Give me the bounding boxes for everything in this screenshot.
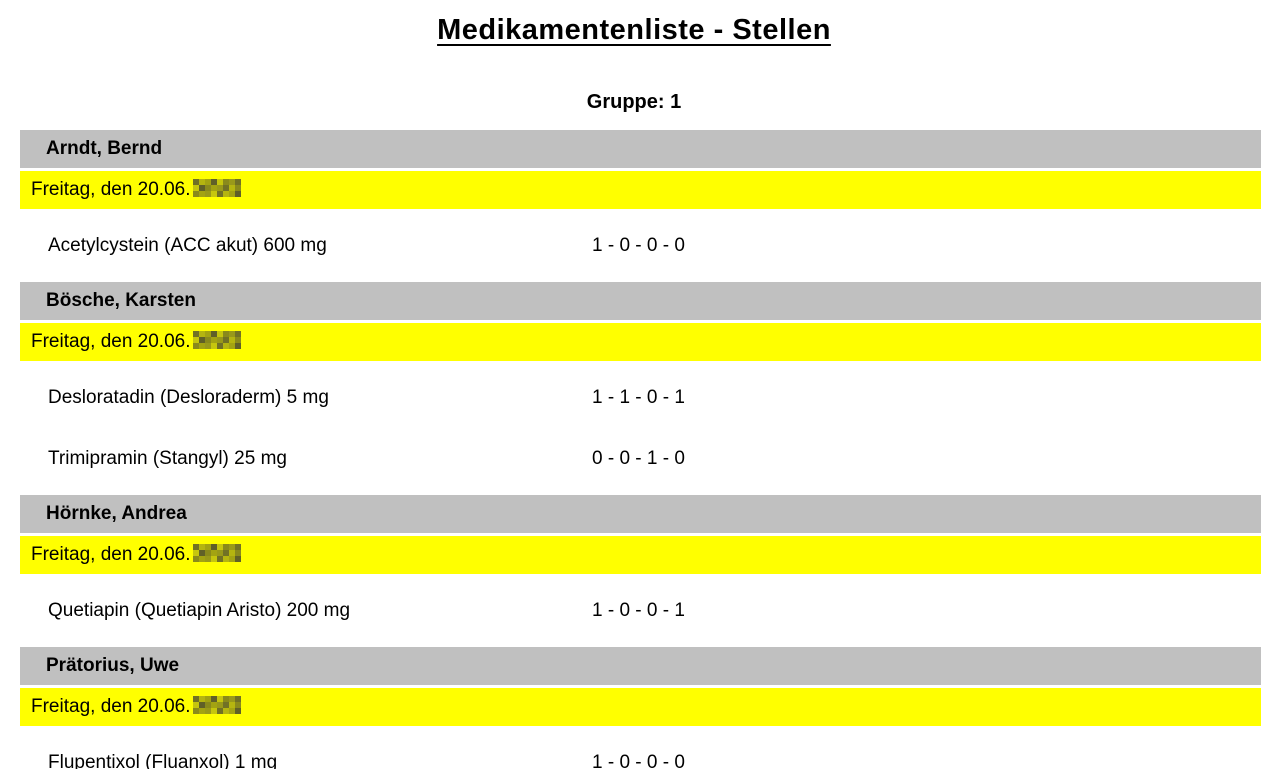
- redacted-year-pixelation: [192, 179, 241, 197]
- dosage-schedule: 1 - 0 - 0 - 0: [592, 235, 685, 256]
- medication-row: Flupentixol (Fluanxol) 1 mg 1 - 0 - 0 - …: [20, 739, 1261, 769]
- date-bar: Freitag, den 20.06.: [20, 323, 1261, 361]
- patient-name-header: Hörnke, Andrea: [20, 495, 1261, 533]
- dosage-schedule: 0 - 0 - 1 - 0: [592, 448, 685, 469]
- medication-row: Trimipramin (Stangyl) 25 mg 0 - 0 - 1 - …: [20, 435, 1261, 483]
- page-title: Medikamentenliste - Stellen: [437, 14, 831, 46]
- medication-name: Flupentixol (Fluanxol) 1 mg: [48, 752, 278, 769]
- medication-name: Quetiapin (Quetiapin Aristo) 200 mg: [48, 600, 351, 621]
- patient-name-header: Prätorius, Uwe: [20, 647, 1261, 685]
- medication-name: Trimipramin (Stangyl) 25 mg: [48, 448, 287, 469]
- report-body: Arndt, Bernd Freitag, den 20.06. Acetylc…: [20, 130, 1261, 769]
- patient-section: Arndt, Bernd Freitag, den 20.06. Acetylc…: [20, 130, 1261, 270]
- date-label: Freitag, den 20.06.: [31, 544, 191, 565]
- medication-row: Quetiapin (Quetiapin Aristo) 200 mg 1 - …: [20, 587, 1261, 635]
- medication-row: Desloratadin (Desloraderm) 5 mg 1 - 1 - …: [20, 374, 1261, 422]
- date-label: Freitag, den 20.06.: [31, 179, 191, 200]
- date-bar: Freitag, den 20.06.: [20, 171, 1261, 209]
- medication-name: Desloratadin (Desloraderm) 5 mg: [48, 387, 329, 408]
- medication-report-page: Medikamentenliste - Stellen Gruppe: 1 Ar…: [0, 14, 1268, 769]
- dosage-schedule: 1 - 0 - 0 - 1: [592, 600, 685, 621]
- redacted-year-pixelation: [192, 696, 241, 714]
- patient-section: Prätorius, Uwe Freitag, den 20.06. Flupe…: [20, 647, 1261, 769]
- date-bar: Freitag, den 20.06.: [20, 536, 1261, 574]
- group-label: Gruppe: 1: [586, 91, 682, 113]
- patient-name-header: Arndt, Bernd: [20, 130, 1261, 168]
- dosage-schedule: 1 - 1 - 0 - 1: [592, 387, 685, 408]
- medication-row: Acetylcystein (ACC akut) 600 mg 1 - 0 - …: [20, 222, 1261, 270]
- redacted-year-pixelation: [192, 544, 241, 562]
- date-label: Freitag, den 20.06.: [31, 331, 191, 352]
- date-bar: Freitag, den 20.06.: [20, 688, 1261, 726]
- patient-section: Hörnke, Andrea Freitag, den 20.06. Queti…: [20, 495, 1261, 635]
- patient-section: Bösche, Karsten Freitag, den 20.06. Desl…: [20, 282, 1261, 483]
- patient-name-header: Bösche, Karsten: [20, 282, 1261, 320]
- date-label: Freitag, den 20.06.: [31, 696, 191, 717]
- dosage-schedule: 1 - 0 - 0 - 0: [592, 752, 685, 769]
- redacted-year-pixelation: [192, 331, 241, 349]
- medication-name: Acetylcystein (ACC akut) 600 mg: [48, 235, 327, 256]
